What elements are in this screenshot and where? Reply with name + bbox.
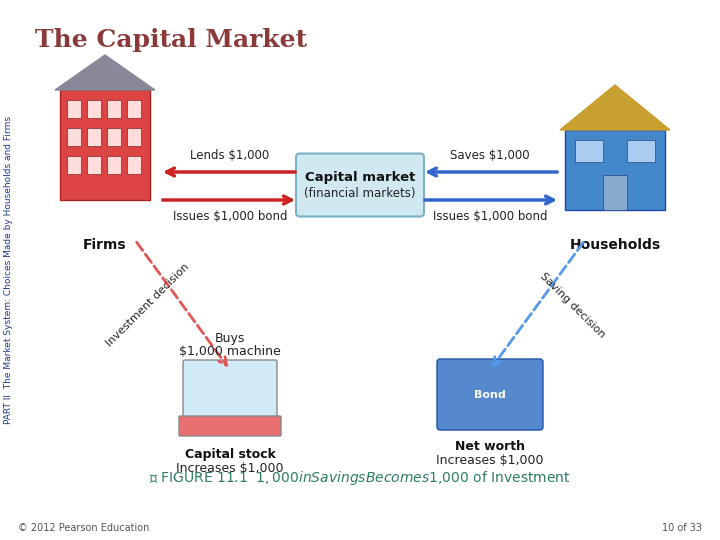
Text: Investment decision: Investment decision (104, 261, 191, 348)
Text: Capital market: Capital market (305, 171, 415, 184)
Text: Households: Households (570, 238, 660, 252)
FancyBboxPatch shape (296, 153, 424, 217)
FancyBboxPatch shape (627, 140, 655, 162)
FancyBboxPatch shape (87, 128, 101, 146)
FancyBboxPatch shape (60, 90, 150, 200)
FancyBboxPatch shape (565, 130, 665, 210)
Text: PART II  The Market System: Choices Made by Households and Firms: PART II The Market System: Choices Made … (4, 116, 13, 424)
Text: Net worth: Net worth (455, 440, 525, 453)
FancyBboxPatch shape (437, 359, 543, 430)
Text: Bond: Bond (474, 390, 506, 400)
Text: Issues $1,000 bond: Issues $1,000 bond (433, 210, 547, 223)
Text: $1,000 machine: $1,000 machine (179, 345, 281, 358)
Text: Increases $1,000: Increases $1,000 (176, 462, 284, 475)
Text: Buys: Buys (215, 332, 246, 345)
FancyBboxPatch shape (179, 416, 281, 436)
Text: Saving decision: Saving decision (538, 271, 607, 340)
Text: © 2012 Pearson Education: © 2012 Pearson Education (18, 523, 149, 533)
Text: Lends $1,000: Lends $1,000 (190, 149, 269, 162)
Text: Increases $1,000: Increases $1,000 (436, 454, 544, 467)
FancyBboxPatch shape (127, 156, 141, 174)
FancyBboxPatch shape (183, 360, 277, 419)
FancyBboxPatch shape (67, 128, 81, 146)
Text: Saves $1,000: Saves $1,000 (450, 149, 530, 162)
Text: (financial markets): (financial markets) (305, 186, 415, 199)
FancyBboxPatch shape (107, 156, 121, 174)
FancyBboxPatch shape (127, 128, 141, 146)
Text: ⓘ FIGURE 11.1  $1,000 in Savings Becomes $1,000 of Investment: ⓘ FIGURE 11.1 $1,000 in Savings Becomes … (149, 469, 571, 487)
Text: Firms: Firms (84, 238, 127, 252)
Polygon shape (560, 85, 670, 130)
FancyBboxPatch shape (67, 100, 81, 118)
Text: 10 of 33: 10 of 33 (662, 523, 702, 533)
Text: The Capital Market: The Capital Market (35, 28, 307, 52)
FancyBboxPatch shape (87, 156, 101, 174)
FancyBboxPatch shape (107, 128, 121, 146)
FancyBboxPatch shape (67, 156, 81, 174)
FancyBboxPatch shape (575, 140, 603, 162)
Polygon shape (55, 55, 155, 90)
Text: Issues $1,000 bond: Issues $1,000 bond (173, 210, 287, 223)
Text: Capital stock: Capital stock (184, 448, 276, 461)
FancyBboxPatch shape (603, 175, 627, 210)
FancyBboxPatch shape (87, 100, 101, 118)
FancyBboxPatch shape (127, 100, 141, 118)
FancyBboxPatch shape (107, 100, 121, 118)
